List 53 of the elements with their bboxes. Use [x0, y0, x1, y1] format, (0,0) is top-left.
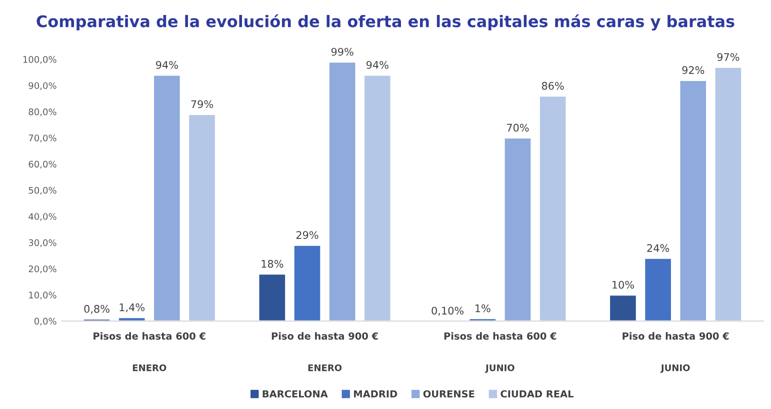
data-label: 94%: [156, 60, 178, 69]
bar: [538, 95, 568, 322]
bar: [118, 316, 146, 322]
legend-label: MADRID: [354, 390, 398, 398]
data-label: 18%: [262, 260, 284, 268]
x-tick-label: Piso de hasta 900 €: [622, 332, 729, 340]
bar: [258, 273, 286, 322]
y-tick-label: 10,0%: [29, 292, 56, 300]
data-label: 92%: [682, 66, 704, 74]
bar: [678, 80, 708, 322]
data-label: 86%: [542, 82, 564, 90]
bar: [714, 66, 742, 322]
text: ENERO: [132, 364, 166, 372]
y-tick-label: 70,0%: [28, 134, 56, 142]
bar: [503, 137, 532, 322]
data-label: 1%: [476, 304, 490, 312]
legend-label: CIUDAD REAL: [500, 390, 574, 398]
bar: [644, 258, 672, 322]
chart-title: Comparativa de la evolución de la oferta en las capitales más caras y baratas: [36, 14, 734, 31]
data-label: 97%: [717, 53, 740, 61]
bar: [188, 114, 216, 322]
data-label: 99%: [331, 48, 354, 56]
y-tick-label: 30,0%: [28, 239, 56, 248]
data-label: 29%: [296, 231, 318, 239]
y-tick-label: 50,0%: [28, 186, 56, 195]
bar: [328, 61, 357, 322]
data-label: 79%: [191, 100, 214, 108]
text: ENERO: [308, 364, 342, 372]
legend-label: OURENSE: [423, 390, 474, 398]
text: JUNIO: [485, 364, 514, 373]
y-tick-label: 90,0%: [28, 82, 56, 90]
text: JUNIO: [660, 364, 690, 373]
x-tick-label: Piso de hasta 900 €: [272, 332, 378, 340]
bar: [152, 74, 182, 322]
y-tick-label: 0,0%: [34, 318, 56, 326]
data-label: 0,8%: [84, 304, 110, 314]
legend-label: BARCELONA: [262, 390, 328, 398]
y-tick-label: 60,0%: [28, 160, 56, 168]
y-tick-label: 40,0%: [28, 213, 56, 221]
y-tick-label: 80,0%: [28, 108, 56, 116]
data-label: 0,10%: [432, 306, 464, 316]
data-label: 24%: [647, 244, 670, 252]
y-tick-label: 20,0%: [28, 265, 56, 274]
data-label: 94%: [366, 60, 388, 69]
y-tick-label: 100,0%: [23, 56, 56, 64]
x-tick-label: Pisos de hasta 600 €: [94, 332, 206, 340]
data-label: 10%: [612, 280, 634, 289]
data-label: 70%: [507, 124, 529, 132]
bar: [363, 74, 392, 322]
bar: [292, 244, 322, 322]
x-tick-label: Pisos de hasta 600 €: [444, 332, 556, 340]
data-label: 1,4%: [120, 303, 144, 312]
bar: [608, 294, 638, 322]
